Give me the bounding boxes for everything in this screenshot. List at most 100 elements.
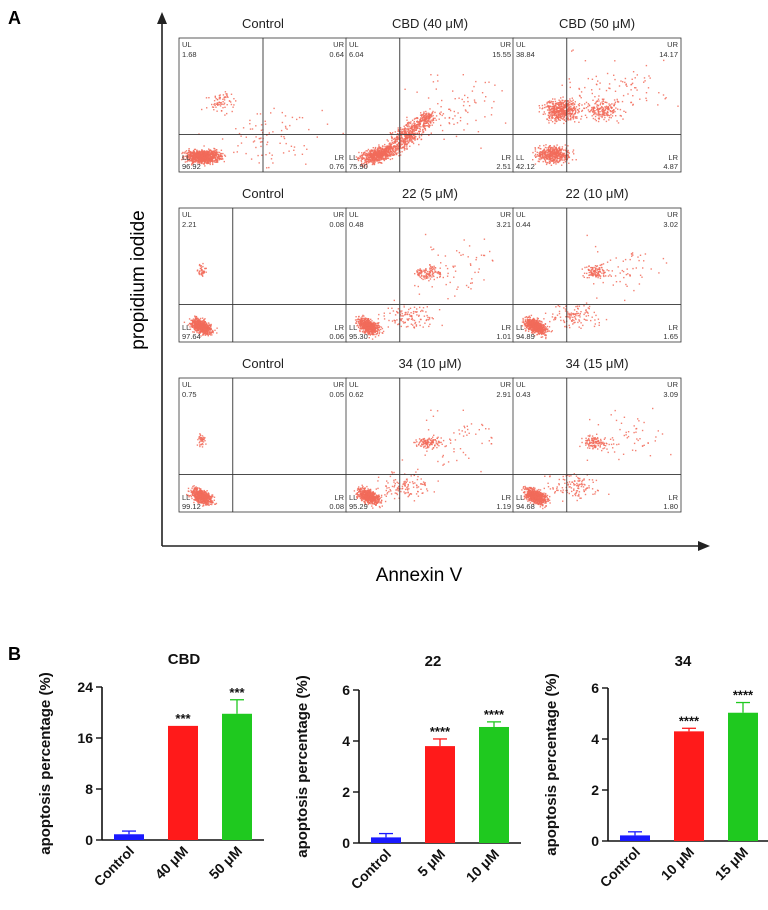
quadrant-ur-value: 0.05 bbox=[329, 390, 344, 399]
panel-a-axes bbox=[157, 12, 710, 551]
bar bbox=[479, 726, 509, 843]
quadrant-ll-value: 97.64 bbox=[182, 332, 201, 341]
y-tick-label: 0 bbox=[85, 832, 93, 848]
quadrant-ll-value: 42.12 bbox=[516, 162, 535, 171]
flow-plot-title: 34 (15 μM) bbox=[565, 356, 628, 371]
quadrant-lr-value: 0.06 bbox=[329, 332, 344, 341]
y-tick-label: 24 bbox=[77, 679, 93, 695]
flow-plot-events bbox=[521, 234, 668, 340]
flow-plot-title: 34 (10 μM) bbox=[398, 356, 461, 371]
quadrant-ur-label: UR bbox=[667, 40, 678, 49]
panel-a-y-label: propidium iodide bbox=[128, 210, 149, 349]
flow-plot-events bbox=[353, 409, 493, 509]
y-tick-label: 0 bbox=[342, 835, 350, 851]
panel-a-x-arrow bbox=[698, 541, 710, 551]
quadrant-ur-label: UR bbox=[500, 210, 511, 219]
flow-plot-events bbox=[521, 407, 672, 510]
quadrant-ur-label: UR bbox=[333, 380, 344, 389]
quadrant-ur-label: UR bbox=[667, 210, 678, 219]
significance-label: **** bbox=[484, 707, 505, 722]
y-tick-label: 4 bbox=[591, 731, 599, 747]
quadrant-ll-value: 94.89 bbox=[516, 332, 535, 341]
quadrant-ll-label: LL bbox=[349, 323, 357, 332]
y-tick-label: 4 bbox=[342, 733, 350, 749]
quadrant-ul-label: UL bbox=[182, 380, 192, 389]
flow-plot-frame bbox=[178, 207, 348, 343]
significance-label: *** bbox=[175, 711, 191, 726]
quadrant-ul-label: UL bbox=[349, 40, 359, 49]
flow-plot-title: 22 (10 μM) bbox=[565, 186, 628, 201]
bar bbox=[620, 835, 650, 841]
quadrant-ur-value: 3.21 bbox=[496, 220, 511, 229]
quadrant-ul-label: UL bbox=[516, 210, 526, 219]
quadrant-ll-label: LL bbox=[349, 493, 357, 502]
quadrant-ul-value: 38.84 bbox=[516, 50, 535, 59]
bar-chart: CBD apoptosis percentage (%) 0 8 16 24 Control… bbox=[37, 651, 264, 889]
bar bbox=[425, 746, 455, 843]
quadrant-ul-value: 0.48 bbox=[349, 220, 364, 229]
significance-label: *** bbox=[229, 685, 245, 700]
y-tick-label: 0 bbox=[591, 833, 599, 849]
quadrant-ur-value: 0.64 bbox=[329, 50, 344, 59]
quadrant-ul-value: 0.62 bbox=[349, 390, 364, 399]
quadrant-ll-value: 95.30 bbox=[349, 332, 368, 341]
x-tick-label: Control bbox=[348, 846, 395, 893]
panel-a-x-label: Annexin V bbox=[376, 565, 463, 586]
significance-label: **** bbox=[733, 688, 754, 703]
quadrant-lr-value: 2.51 bbox=[496, 162, 511, 171]
flow-plot-title: CBD (40 μM) bbox=[392, 16, 468, 31]
quadrant-ur-value: 15.55 bbox=[492, 50, 511, 59]
quadrant-ll-label: LL bbox=[349, 153, 357, 162]
bar-chart-y-label: apoptosis percentage (%) bbox=[37, 672, 54, 855]
quadrant-ur-value: 2.91 bbox=[496, 390, 511, 399]
panel-a-label: A bbox=[8, 8, 21, 28]
quadrant-lr-label: LR bbox=[668, 323, 678, 332]
quadrant-lr-label: LR bbox=[501, 323, 511, 332]
quadrant-ul-value: 0.75 bbox=[182, 390, 197, 399]
flow-plot-events bbox=[181, 91, 344, 169]
quadrant-lr-label: LR bbox=[501, 153, 511, 162]
y-tick-label: 6 bbox=[591, 680, 599, 696]
quadrant-lr-value: 1.01 bbox=[496, 332, 511, 341]
quadrant-ur-value: 0.08 bbox=[329, 220, 344, 229]
quadrant-ll-value: 99.12 bbox=[182, 502, 201, 511]
quadrant-lr-label: LR bbox=[334, 153, 344, 162]
x-tick-label: 5 μM bbox=[414, 846, 448, 880]
significance-label: **** bbox=[679, 713, 700, 728]
quadrant-ur-label: UR bbox=[667, 380, 678, 389]
quadrant-ul-label: UL bbox=[516, 380, 526, 389]
quadrant-lr-value: 1.65 bbox=[663, 332, 678, 341]
quadrant-lr-label: LR bbox=[668, 153, 678, 162]
x-tick-label: Control bbox=[597, 844, 644, 891]
flow-plot-events bbox=[354, 233, 494, 340]
x-tick-label: 10 μM bbox=[658, 844, 697, 883]
quadrant-lr-label: LR bbox=[501, 493, 511, 502]
quadrant-ul-label: UL bbox=[182, 210, 192, 219]
quadrant-ll-label: LL bbox=[516, 323, 524, 332]
flow-plot-title: Control bbox=[242, 16, 284, 31]
bar bbox=[222, 713, 252, 840]
flow-plot-title: CBD (50 μM) bbox=[559, 16, 635, 31]
quadrant-ll-label: LL bbox=[516, 153, 524, 162]
x-tick-label: 50 μM bbox=[206, 843, 245, 882]
quadrant-ul-value: 0.43 bbox=[516, 390, 531, 399]
bar bbox=[114, 834, 144, 840]
bar-chart: 34 apoptosis percentage (%) 0 2 4 6 Control ***… bbox=[543, 653, 768, 890]
bar bbox=[371, 837, 401, 843]
quadrant-lr-value: 1.19 bbox=[496, 502, 511, 511]
quadrant-ul-value: 6.04 bbox=[349, 50, 364, 59]
y-tick-label: 8 bbox=[85, 781, 93, 797]
x-tick-label: 10 μM bbox=[463, 846, 502, 885]
quadrant-lr-label: LR bbox=[334, 493, 344, 502]
quadrant-ur-label: UR bbox=[500, 40, 511, 49]
